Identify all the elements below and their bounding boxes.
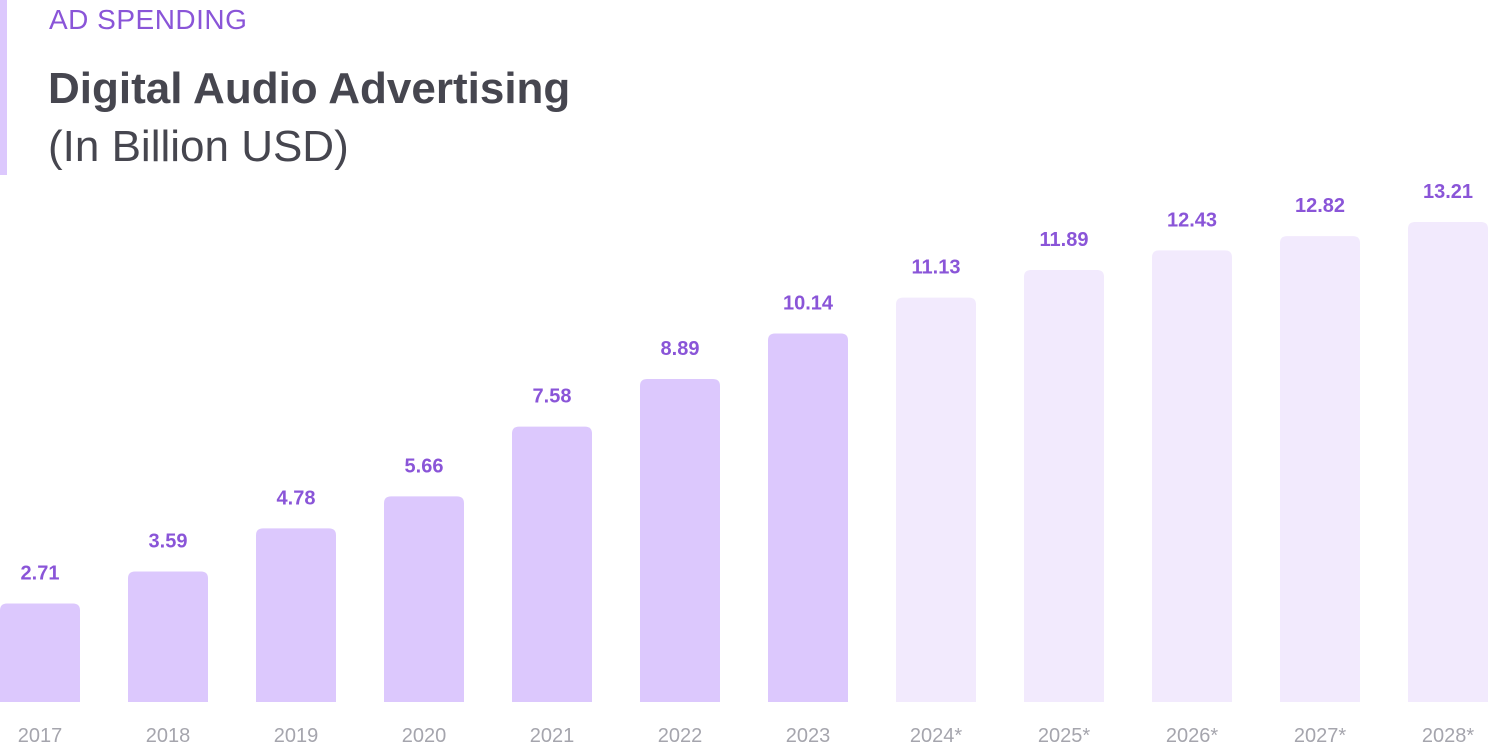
forecast-bar xyxy=(896,297,976,702)
chart-title: Digital Audio Advertising xyxy=(48,64,571,113)
bar xyxy=(0,603,80,702)
chart-subtitle: (In Billion USD) xyxy=(48,122,349,171)
data-label: 2.71 xyxy=(21,563,60,585)
accent-bar xyxy=(0,0,7,175)
x-tick-label: 2025* xyxy=(1038,725,1090,747)
data-label: 11.13 xyxy=(912,257,961,279)
x-tick-label: 2017 xyxy=(18,725,63,747)
x-tick-label: 2024* xyxy=(910,725,962,747)
x-tick-label: 2018 xyxy=(146,725,191,747)
data-label: 8.89 xyxy=(661,338,700,360)
x-tick-label: 2027* xyxy=(1294,725,1346,747)
data-label: 11.89 xyxy=(1040,229,1089,251)
bar xyxy=(128,571,208,702)
bar xyxy=(768,333,848,702)
x-tick-label: 2026* xyxy=(1166,725,1218,747)
x-tick-label: 2028* xyxy=(1422,725,1474,747)
data-label: 10.14 xyxy=(783,293,834,315)
data-label: 12.43 xyxy=(1167,209,1217,231)
x-tick-label: 2020 xyxy=(402,725,447,747)
x-tick-label: 2022 xyxy=(658,725,703,747)
category-label: AD SPENDING xyxy=(49,4,248,35)
bar xyxy=(384,496,464,702)
forecast-bar xyxy=(1152,250,1232,702)
data-label: 13.21 xyxy=(1423,181,1473,203)
forecast-bar xyxy=(1024,269,1104,702)
data-label: 7.58 xyxy=(533,386,572,408)
x-tick-label: 2019 xyxy=(274,725,319,747)
x-tick-label: 2021 xyxy=(530,725,575,747)
bar xyxy=(256,528,336,702)
data-label: 12.82 xyxy=(1295,195,1345,217)
forecast-bar xyxy=(1408,222,1488,702)
data-label: 5.66 xyxy=(405,455,444,477)
bar xyxy=(640,378,720,702)
data-label: 3.59 xyxy=(149,531,188,553)
forecast-bar xyxy=(1280,236,1360,702)
data-label: 4.78 xyxy=(277,487,316,509)
bar xyxy=(512,426,592,702)
x-tick-label: 2023 xyxy=(786,725,831,747)
